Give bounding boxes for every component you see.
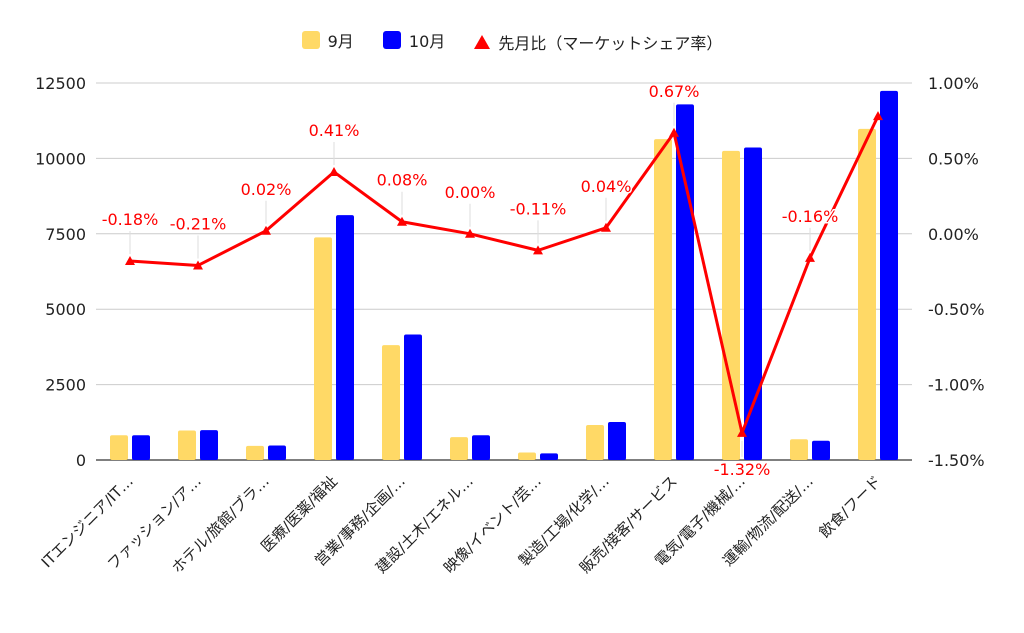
y-left-tick-label: 2500	[45, 376, 86, 395]
bar-sep	[110, 435, 128, 460]
bar-sep	[654, 139, 672, 460]
oct-swatch-icon	[382, 31, 401, 49]
bar-oct	[472, 435, 490, 460]
bar-sep	[518, 452, 536, 460]
ratio-data-label: -1.32%	[714, 460, 771, 479]
x-tick-label: 飲食/フード	[815, 472, 884, 541]
bar-sep	[790, 439, 808, 460]
bar-sep	[586, 425, 604, 460]
bar-sep	[450, 437, 468, 460]
bar-sep	[314, 237, 332, 460]
ratio-data-label: 0.41%	[309, 121, 360, 140]
bar-oct	[540, 453, 558, 460]
y-right-tick-label: 1.00%	[928, 74, 979, 93]
ratio-point	[125, 255, 135, 265]
ratio-point	[601, 222, 611, 232]
ratio-data-label: 0.67%	[649, 82, 700, 101]
ratio-point	[737, 427, 747, 437]
ratio-point	[193, 260, 203, 270]
sep-swatch-icon	[301, 31, 320, 49]
bar-oct	[812, 440, 830, 460]
ratio-data-label: -0.21%	[170, 214, 227, 233]
ratio-point	[533, 245, 543, 255]
bar-oct	[268, 445, 286, 460]
y-left-tick-label: 10000	[35, 149, 86, 168]
ratio-data-label: 0.02%	[241, 180, 292, 199]
bar-oct	[200, 430, 218, 460]
ratio-data-label: -0.18%	[102, 210, 159, 229]
bar-oct	[744, 147, 762, 460]
ratio-data-label: 0.08%	[377, 171, 428, 190]
bar-oct	[132, 435, 150, 460]
y-right-tick-label: 0.50%	[928, 149, 979, 168]
bar-oct	[608, 421, 626, 460]
ratio-point	[261, 225, 271, 235]
y-left-tick-label: 0	[76, 451, 86, 470]
bar-oct	[880, 90, 898, 460]
bar-sep	[382, 345, 400, 460]
bar-sep	[246, 445, 264, 460]
bar-sep	[722, 150, 740, 461]
y-right-tick-label: -1.00%	[928, 376, 985, 395]
legend-item-oct: 10月	[382, 28, 446, 52]
y-right-tick-label: -0.50%	[928, 300, 985, 319]
ratio-data-label: 0.00%	[445, 183, 496, 202]
ratio-data-label: -0.11%	[510, 199, 567, 218]
ratio-point	[397, 216, 407, 226]
ratio-point	[465, 228, 475, 238]
y-left-tick-label: 12500	[35, 74, 86, 93]
y-right-tick-label: 0.00%	[928, 225, 979, 244]
legend-item-ratio: 先月比（マーケットシェア率）	[474, 30, 722, 54]
legend-label-sep: 9月	[327, 32, 354, 51]
ratio-point	[669, 127, 679, 137]
ratio-data-label: -0.16%	[782, 207, 839, 226]
ratio-point	[873, 111, 883, 121]
bar-sep	[858, 128, 876, 460]
legend-item-sep: 9月	[301, 28, 354, 52]
bar-oct	[676, 104, 694, 460]
bar-oct	[404, 334, 422, 460]
y-left-tick-label: 5000	[45, 300, 86, 319]
ratio-data-label: 0.04%	[581, 177, 632, 196]
triangle-marker-icon	[474, 35, 491, 49]
bar-sep	[178, 430, 196, 460]
ratio-line	[129, 115, 880, 435]
legend: 9月 10月 先月比（マーケットシェア率）	[0, 28, 1024, 54]
y-left-tick-label: 7500	[45, 225, 86, 244]
y-right-tick-label: -1.50%	[928, 451, 985, 470]
ratio-point	[329, 166, 339, 176]
bar-oct	[336, 215, 354, 460]
legend-label-oct: 10月	[408, 32, 446, 51]
ratio-point	[805, 252, 815, 262]
legend-label-ratio: 先月比（マーケットシェア率）	[498, 34, 723, 53]
